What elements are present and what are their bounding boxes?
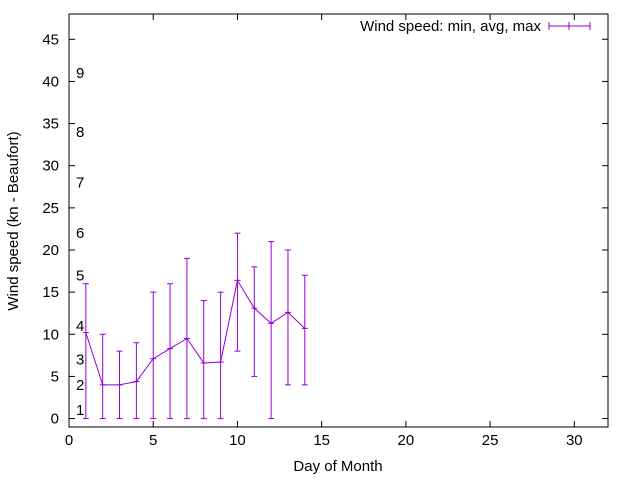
y-tick-label: 30 [42,158,59,175]
y-axis-label: Wind speed (kn - Beaufort) [5,131,22,310]
y-tick-label: 35 [42,116,59,133]
beaufort-label: 6 [76,225,84,242]
beaufort-label: 1 [76,402,84,419]
beaufort-label: 3 [76,352,84,369]
legend: Wind speed: min, avg, max [360,18,591,35]
beaufort-label: 2 [76,377,84,394]
beaufort-label: 7 [76,175,84,192]
y-tick-label: 15 [42,284,59,301]
series-layer [82,232,308,420]
x-axis-label: Day of Month [293,458,382,475]
x-axis-ticks: 0 5 10 15 20 25 30 [65,14,583,449]
x-tick-label: 20 [398,432,415,449]
beaufort-label: 8 [76,124,84,141]
x-tick-label: 10 [229,432,246,449]
beaufort-label: 4 [76,318,84,335]
plot-frame [68,13,609,428]
y-tick-label: 0 [51,411,59,428]
y-tick-label: 10 [42,326,59,343]
x-tick-label: 15 [313,432,330,449]
y-tick-label: 20 [42,242,59,259]
series-avg-line [85,278,306,386]
y-tick-label: 40 [42,73,59,90]
beaufort-label: 5 [76,267,84,284]
x-tick-label: 30 [566,432,583,449]
x-tick-label: 0 [65,432,73,449]
beaufort-scale-labels: 1 2 3 4 5 6 7 8 9 [76,65,84,419]
x-tick-label: 25 [482,432,499,449]
legend-entry-label: Wind speed: min, avg, max [360,18,541,35]
x-tick-label: 5 [149,432,157,449]
beaufort-label: 9 [76,65,84,82]
y-tick-label: 45 [42,31,59,48]
y-tick-label: 5 [51,368,59,385]
y-tick-label: 25 [42,200,59,217]
